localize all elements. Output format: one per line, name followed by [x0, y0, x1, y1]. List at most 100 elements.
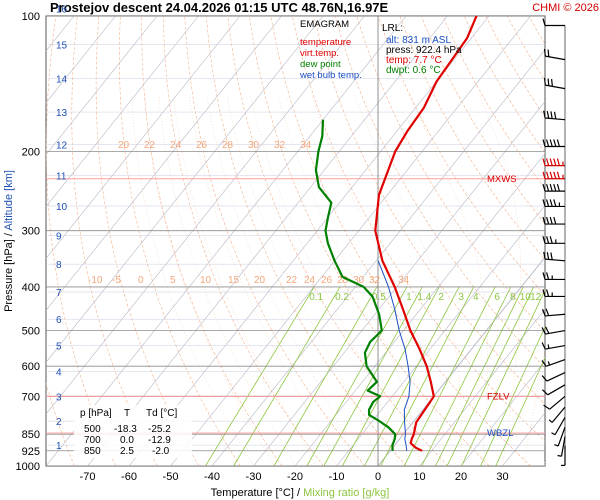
moist-adiabat: [478, 95, 522, 466]
x-tick-label: -10: [329, 471, 345, 483]
mixing-ratio-line: [461, 289, 545, 466]
y-axis-title: Pressure [hPa] / Altitude [km]: [3, 170, 15, 312]
table-header-p: p [hPa]: [80, 408, 112, 419]
mixing-ratio-label: 0.1: [309, 292, 323, 303]
legend-virt-temp: virt.temp.: [300, 48, 339, 59]
wind-barb: [542, 272, 565, 281]
dry-adiabat: [227, 16, 449, 466]
altitude-tick-label: 12: [56, 140, 68, 151]
mixing-ratio-label: 12: [530, 292, 542, 303]
dry-adiabat-label: 10: [200, 275, 212, 286]
altitude-tick-label: 5: [56, 342, 62, 353]
dry-adiabat-label: -5: [112, 275, 121, 286]
lrl-title: LRL:: [382, 23, 403, 34]
table-cell: 0.0: [120, 435, 134, 446]
x-axis-label-temperature: Temperature [°C]: [211, 487, 294, 499]
wind-barb: [541, 384, 566, 396]
mixing-ratio-label: 3: [458, 292, 464, 303]
isotherm: [46, 16, 116, 104]
level-marker-label: MXWS: [487, 174, 517, 185]
mixing-ratio-line: [342, 286, 440, 466]
y-tick-label: 300: [22, 226, 40, 238]
mixing-ratio-label: 8: [510, 292, 516, 303]
wind-barb: [542, 289, 565, 298]
x-tick-label: -40: [204, 471, 220, 483]
table-header-td: Td [°C]: [146, 408, 177, 419]
dry-adiabat-label: 5: [170, 275, 176, 286]
dry-adiabat-label: 26: [321, 275, 333, 286]
altitude-tick-label: 2: [56, 417, 62, 428]
dry-adiabat: [163, 16, 324, 466]
diagram-label: EMAGRAM: [300, 19, 349, 30]
wind-barb: [557, 436, 566, 457]
moist-adiabat: [189, 95, 337, 466]
altitude-tick-label: 6: [56, 315, 62, 326]
mixing-ratio-label: 1.4: [417, 292, 431, 303]
moist-adiabat: [249, 95, 400, 466]
dry-adiabat-label: 22: [144, 140, 156, 151]
grid-labels: 1002003004005006007008509251000123456789…: [16, 5, 542, 483]
moist-adiabat: [144, 95, 275, 466]
wind-barb: [543, 110, 566, 121]
levels-table: p [hPa] T Td [°C] 500 -18.3 -25.2 700 0.…: [74, 405, 192, 458]
mixing-ratio-label: 6: [494, 292, 500, 303]
altitude-tick-label: 13: [56, 108, 68, 119]
y-tick-label: 600: [22, 361, 40, 373]
x-tick-label: 10: [413, 471, 425, 483]
altitude-tick-label: 16: [56, 5, 68, 16]
profile-series: [314, 16, 478, 452]
wind-barb: [548, 406, 566, 423]
isotherm: [460, 360, 545, 466]
moist-adiabat: [158, 95, 296, 466]
dry-adiabat-label: 22: [286, 275, 298, 286]
moist-adiabat: [206, 95, 358, 466]
dry-adiabat-label: 34: [300, 140, 312, 151]
table-cell: 2.5: [120, 446, 134, 457]
dry-adiabat: [572, 16, 600, 466]
dry-adiabat-label: 32: [274, 140, 286, 151]
dry-adiabat-label: 20: [118, 140, 130, 151]
wind-barb: [554, 427, 566, 447]
background-grid: [46, 16, 600, 466]
wind-barb: [542, 18, 565, 27]
mixing-ratio-line: [205, 286, 315, 466]
dry-adiabat: [550, 16, 600, 466]
wind-barb: [542, 236, 565, 244]
wind-barb: [541, 308, 566, 317]
dry-adiabat-label: -10: [88, 275, 103, 286]
dry-adiabat: [378, 16, 545, 296]
dry-adiabat: [593, 16, 600, 466]
dry-adiabat-label: 30: [353, 275, 365, 286]
dry-adiabat-label: 0: [138, 275, 144, 286]
wind-barb: [543, 77, 566, 90]
legend-dew-point: dew point: [300, 59, 341, 70]
x-tick-label: -20: [287, 471, 303, 483]
mixing-ratio-line: [421, 286, 512, 466]
wind-barb: [541, 372, 566, 382]
isotherm: [253, 101, 545, 466]
mixing-ratio-line: [380, 286, 475, 466]
mixing-ratio-line: [364, 286, 460, 466]
dry-adiabat-label: 34: [398, 275, 410, 286]
altitude-tick-label: 15: [56, 40, 68, 51]
wind-barb: [542, 171, 565, 180]
mixing-ratio-label: 2: [438, 292, 444, 303]
wet-bulb-line: [377, 260, 411, 451]
dry-adiabat-label: 26: [196, 140, 208, 151]
altitude-tick-label: 14: [56, 75, 68, 86]
moist-adiabat: [354, 95, 462, 466]
wind-barb: [541, 358, 566, 367]
table-cell: -25.2: [148, 424, 171, 435]
table-cell: 500: [84, 424, 101, 435]
wind-barb: [543, 251, 566, 262]
y-tick-label: 850: [22, 429, 40, 441]
mixing-ratio-line: [306, 286, 408, 466]
lrl-temp: temp: 7.7 °C: [386, 55, 442, 66]
chart-title: Prostejov descent 24.04.2026 01:15 UTC 4…: [50, 0, 389, 15]
lrl-dwpt: dwpt: 0.6 °C: [386, 65, 441, 76]
isotherm: [294, 153, 545, 466]
isotherm: [128, 16, 490, 466]
moist-adiabat: [277, 95, 420, 466]
dry-adiabat: [399, 16, 545, 260]
